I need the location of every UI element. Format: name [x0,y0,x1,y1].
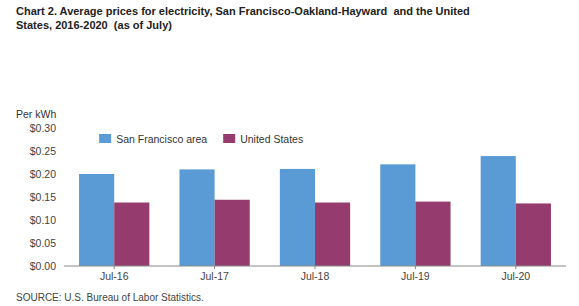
x-tick [214,266,215,269]
x-tick-label: Jul-16 [100,270,129,282]
chart: Chart 2. Average prices for electricity,… [0,0,579,306]
legend-label: United States [240,133,303,145]
x-tick-label: Jul-17 [200,270,229,282]
y-axis-label: Per kWh [16,108,56,120]
bar [516,203,551,266]
x-tick [515,266,516,269]
x-tick [315,266,316,269]
y-tick-label: $0.20 [30,168,56,180]
x-tick [415,266,416,269]
bar [179,169,214,266]
bar [315,203,350,266]
legend-swatch [99,134,111,143]
y-tick-label: $0.25 [30,145,56,157]
bars [79,156,551,266]
title-line: Chart 2. Average prices for electricity,… [16,5,470,17]
source: SOURCE: U.S. Bureau of Labor Statistics. [16,292,204,303]
x-tick-label: Jul-20 [501,270,530,282]
y-tick-label: $0.10 [30,214,56,226]
y-tick-label: $0.30 [30,122,56,134]
x-tick [114,266,115,269]
title-line: States, 2016-2020 (as of July) [16,19,172,31]
bar [79,174,114,266]
y-tick-label: $0.05 [30,237,56,249]
legend-label: San Francisco area [116,133,207,145]
legend: San Francisco area United States [99,133,303,145]
x-tick-label: Jul-19 [401,270,430,282]
title: Chart 2. Average prices for electricity,… [16,5,470,31]
x-tick-label: Jul-18 [301,270,330,282]
bar [380,164,415,266]
bar [280,169,315,266]
bar [215,200,250,266]
bar [481,156,516,266]
bar [114,203,149,266]
y-tick-label: $0.00 [30,260,56,272]
legend-swatch [223,134,235,143]
y-tick-label: $0.15 [30,191,56,203]
bar [415,202,450,266]
